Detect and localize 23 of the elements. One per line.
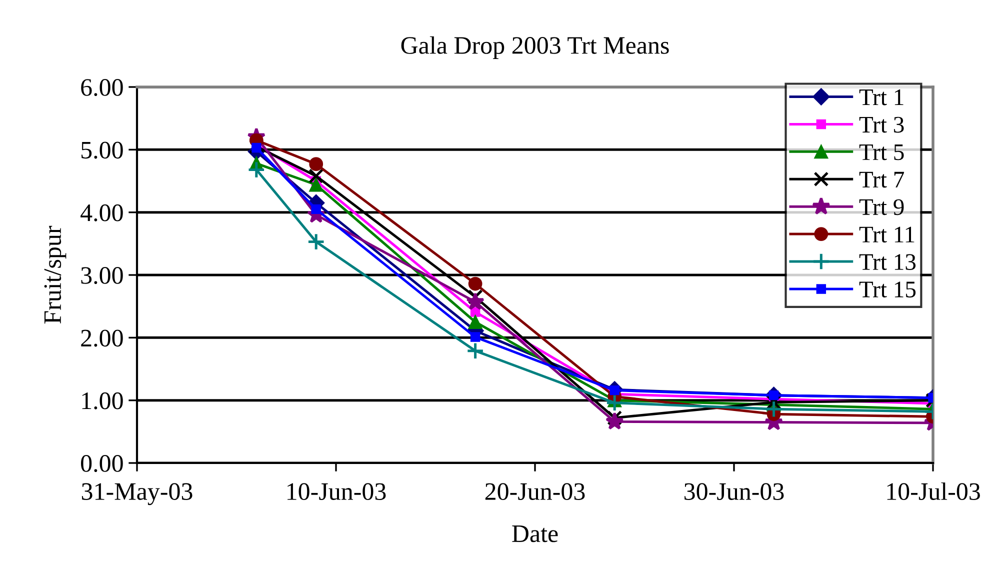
legend-label: Trt 5 — [859, 144, 904, 160]
x-tick-label: 31-May-03 — [82, 483, 192, 506]
chart-title: Gala Drop 2003 Trt Means — [401, 36, 669, 59]
legend-label: Trt 15 — [859, 282, 916, 298]
y-tick-label: 3.00 — [81, 267, 123, 284]
x-tick-label: 10-Jun-03 — [288, 483, 386, 500]
legend-label: Trt 1 — [859, 89, 904, 106]
x-axis-title: Date — [512, 526, 558, 542]
x-tick-label: 10-Jul-03 — [887, 482, 980, 500]
x-tick-label: 30-Jun-03 — [684, 483, 784, 500]
y-tick-label: 4.00 — [80, 204, 123, 222]
x-tick-label: 20-Jun-03 — [485, 483, 585, 500]
y-tick-label: 0.00 — [81, 455, 123, 472]
legend-label: Trt 7 — [859, 172, 904, 188]
legend-label: Trt 9 — [859, 199, 904, 216]
y-tick-label: 6.00 — [81, 79, 123, 96]
legend-label: Trt 11 — [859, 226, 914, 243]
y-tick-label: 1.00 — [82, 392, 123, 410]
legend-label: Trt 13 — [859, 254, 916, 270]
y-axis-title: Fruit/spur — [44, 226, 66, 324]
y-tick-label: 2.00 — [81, 330, 123, 347]
legend-label: Trt 3 — [859, 116, 904, 133]
y-tick-label: 5.00 — [82, 142, 123, 159]
